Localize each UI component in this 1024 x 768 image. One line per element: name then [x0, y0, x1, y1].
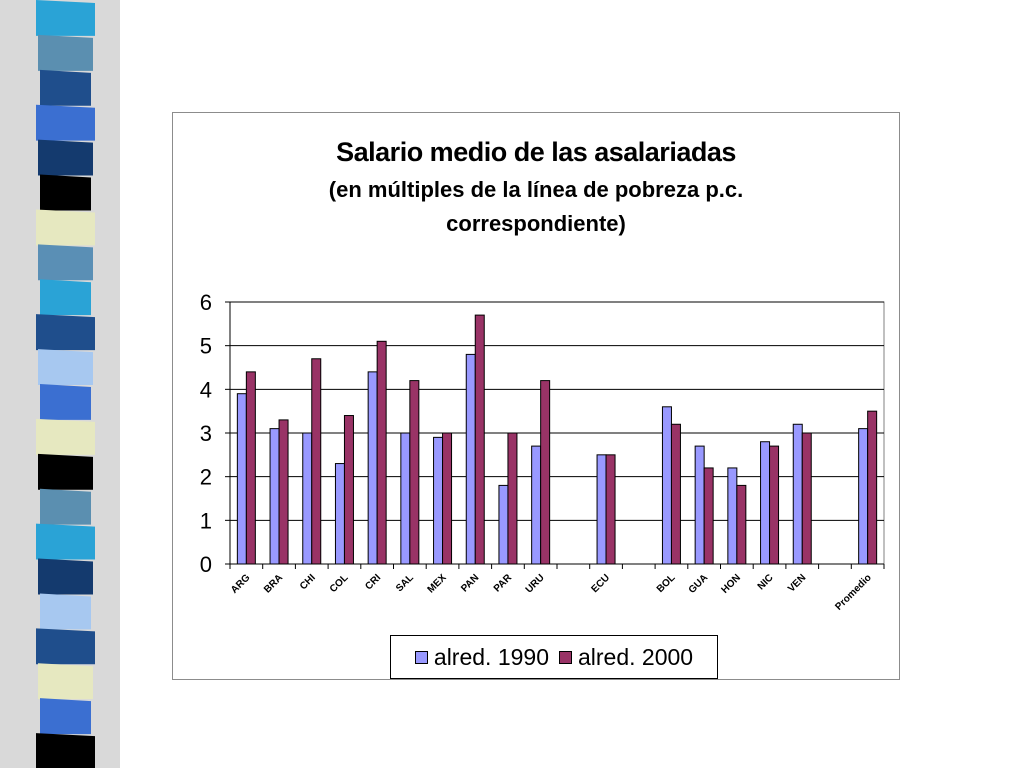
- legend-item-1990: alred. 1990: [414, 643, 549, 671]
- stripe-segment: [40, 488, 91, 525]
- stripe-segment: [36, 523, 95, 560]
- bar-2000-promedio: [867, 410, 878, 565]
- x-tick-label: SAL: [394, 572, 416, 594]
- bar-1990-nic: [760, 441, 771, 565]
- y-tick-label: 0: [200, 552, 212, 577]
- bar-2000-mex: [442, 432, 453, 565]
- stripe-segment: [36, 314, 95, 351]
- bar-2000-col: [343, 415, 354, 565]
- x-tick-label: CRI: [363, 572, 383, 592]
- bar-1990-bol: [661, 406, 672, 565]
- stripe-segment: [38, 349, 93, 385]
- bar-2000-arg: [245, 371, 256, 565]
- stripe-segment: [40, 384, 91, 420]
- bar-1990-ven: [792, 423, 803, 565]
- bar-1990-bra: [269, 428, 280, 565]
- stripe-segment: [38, 34, 93, 71]
- stripe-segment: [36, 104, 95, 141]
- bar-1990-chi: [302, 432, 313, 565]
- bar-1990-promedio: [858, 428, 869, 565]
- bar-2000-pan: [474, 314, 485, 565]
- bar-2000-sal: [409, 380, 420, 565]
- x-tick-label: GUA: [687, 572, 711, 596]
- y-tick-label: 5: [200, 334, 212, 359]
- x-tick-label: BOL: [655, 572, 678, 595]
- x-tick-label: ECU: [589, 572, 612, 595]
- bar-1990-hon: [727, 467, 738, 565]
- bar-1990-sal: [400, 432, 411, 565]
- bar-2000-bol: [670, 423, 681, 565]
- legend-swatch-2000: [559, 650, 572, 664]
- stripe-segment: [36, 733, 95, 768]
- x-tick-label: PAN: [459, 572, 481, 594]
- legend-item-2000: alred. 2000: [559, 644, 693, 671]
- bar-2000-chi: [311, 358, 322, 565]
- bar-2000-cri: [376, 340, 387, 565]
- bar-chart-plot: 0 1 2 3 4 5 6 ARG BRA CHI COL CRI SAL MEX PAN PAR URU ECU…: [200, 290, 885, 613]
- bar-1990-pan: [465, 353, 476, 565]
- stripe-segment: [40, 593, 91, 630]
- legend-label-2000: alred. 2000: [578, 643, 694, 670]
- bar-1990-arg: [236, 393, 247, 565]
- bar-2000-hon: [736, 484, 747, 565]
- y-tick-label: 1: [200, 508, 212, 533]
- legend-label-1990: alred. 1990: [433, 643, 549, 670]
- stripe-segment: [36, 209, 95, 246]
- stripe-segment: [38, 558, 93, 595]
- x-tick-label: HON: [719, 572, 743, 596]
- x-tick-label: BRA: [262, 572, 285, 595]
- stripe-segment: [40, 279, 91, 316]
- bar-1990-gua: [694, 445, 705, 565]
- bar-2000-bra: [278, 419, 289, 565]
- x-tick-label: NIC: [756, 572, 776, 592]
- bar-1990-par: [498, 484, 509, 565]
- chart-subtitle-line-2: correspondiente): [446, 211, 626, 236]
- x-tick-label: PAR: [492, 572, 515, 595]
- stripe-segment: [38, 663, 93, 700]
- bar-2000-nic: [769, 445, 780, 565]
- stripe-segment: [38, 244, 93, 281]
- bar-1990-col: [334, 463, 345, 565]
- bar-2000-par: [507, 432, 518, 565]
- stripe-segment: [38, 139, 93, 176]
- bar-1990-mex: [433, 436, 444, 565]
- legend-swatch-1990: [414, 650, 428, 664]
- x-tick-label: VEN: [786, 572, 808, 594]
- stripe-segment: [40, 698, 91, 735]
- stripe-segment: [36, 0, 95, 36]
- bar-1990-cri: [367, 371, 378, 565]
- stripe-segment: [40, 174, 91, 211]
- bar-2000-gua: [703, 467, 714, 565]
- x-tick-label: COL: [328, 572, 351, 595]
- decorative-stripe-bar: [0, 0, 120, 768]
- y-tick-label: 2: [200, 465, 212, 490]
- chart-frame: Salario medio de las asalariadas (en múl…: [172, 112, 900, 680]
- stripe-segment: [38, 453, 93, 490]
- x-tick-label: CHI: [298, 572, 318, 592]
- stripe-segment: [36, 628, 95, 665]
- y-tick-label: 3: [200, 421, 212, 446]
- bar-2000-ven: [801, 432, 812, 565]
- x-tick-label: MEX: [426, 572, 449, 595]
- chart-title: Salario medio de las asalariadas: [336, 137, 736, 167]
- chart-legend: alred. 1990 alred. 2000: [390, 635, 718, 679]
- x-tick-label: Promedio: [833, 572, 873, 612]
- bar-1990-uru: [531, 445, 542, 565]
- bar-1990-ecu: [596, 454, 607, 565]
- stripe-segment: [40, 69, 91, 106]
- bar-2000-uru: [540, 380, 551, 565]
- stripe-segment: [36, 418, 95, 455]
- chart-subtitle-line-1: (en múltiples de la línea de pobreza p.c…: [328, 177, 744, 202]
- x-tick-label: URU: [524, 572, 547, 595]
- y-tick-label: 4: [200, 377, 212, 402]
- bar-2000-ecu: [605, 454, 616, 565]
- x-tick-label: ARG: [229, 572, 253, 596]
- y-tick-label: 6: [200, 290, 212, 315]
